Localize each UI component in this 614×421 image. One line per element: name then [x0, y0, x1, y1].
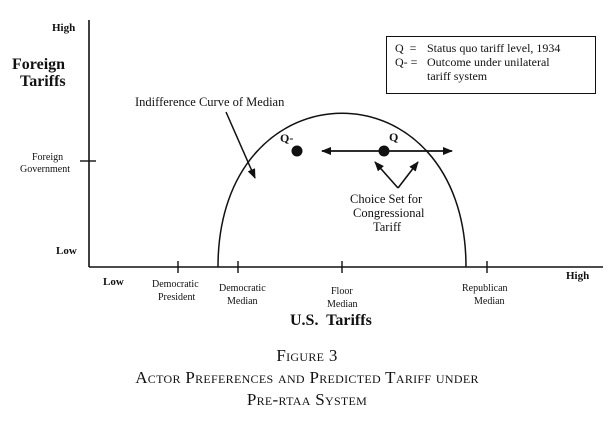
x-mark-democratic-president-line1: Democratic [152, 279, 199, 290]
legend-q-key: Q = [395, 41, 417, 55]
x-mark-democratic-median-line1: Democratic [219, 283, 266, 294]
y-axis-title-line2: Tariffs [20, 73, 66, 90]
choice-set-line3: Tariff [373, 220, 402, 234]
legend-box: Q = Status quo tariff level, 1934 Q- = O… [386, 36, 596, 94]
x-mark-floor-median-line1: Floor [331, 286, 353, 297]
figure-caption-title-line2: Pre-rtaa System [246, 390, 368, 409]
x-mark-republican-median-line2: Median [474, 296, 505, 307]
x-axis-high-label: High [566, 270, 590, 282]
y-axis-low-label: Low [56, 245, 77, 257]
indifference-curve [217, 112, 467, 268]
choice-set-line1: Choice Set for [350, 192, 423, 206]
figure-caption-number: Figure 3 [276, 346, 338, 365]
y-axis-title-line1: Foreign [12, 56, 66, 73]
q-point [378, 145, 390, 157]
x-mark-democratic-president-line2: President [158, 292, 196, 303]
choice-set-arrow-left [374, 161, 399, 189]
legend-qminus-text-line2: tariff system [427, 69, 488, 83]
y-axis-high-label: High [52, 22, 76, 34]
y-mark-foreign-line2: Government [20, 164, 70, 175]
figure-caption-title-line1: Actor Preferences and Predicted Tariff u… [135, 368, 479, 387]
q-minus-point [291, 145, 303, 157]
curve-label: Indifference Curve of Median [135, 95, 285, 109]
legend-q-text: Status quo tariff level, 1934 [427, 41, 561, 55]
x-axis-title: U.S. Tariffs [290, 312, 372, 329]
curve-label-arrow [225, 111, 256, 179]
x-mark-republican-median-line1: Republican [462, 283, 508, 294]
y-mark-foreign-line1: Foreign [32, 152, 64, 163]
legend-qminus-text-line1: Outcome under unilateral [427, 55, 550, 69]
choice-set-line2: Congressional [353, 206, 425, 220]
legend-qminus-key: Q- = [395, 55, 418, 69]
choice-set-arrow-right [397, 161, 419, 189]
q-label: Q [389, 130, 399, 144]
x-axis-low-label: Low [103, 276, 124, 288]
x-mark-floor-median-line2: Median [327, 299, 358, 310]
q-minus-label: Q- [280, 131, 294, 145]
x-mark-democratic-median-line2: Median [227, 296, 258, 307]
